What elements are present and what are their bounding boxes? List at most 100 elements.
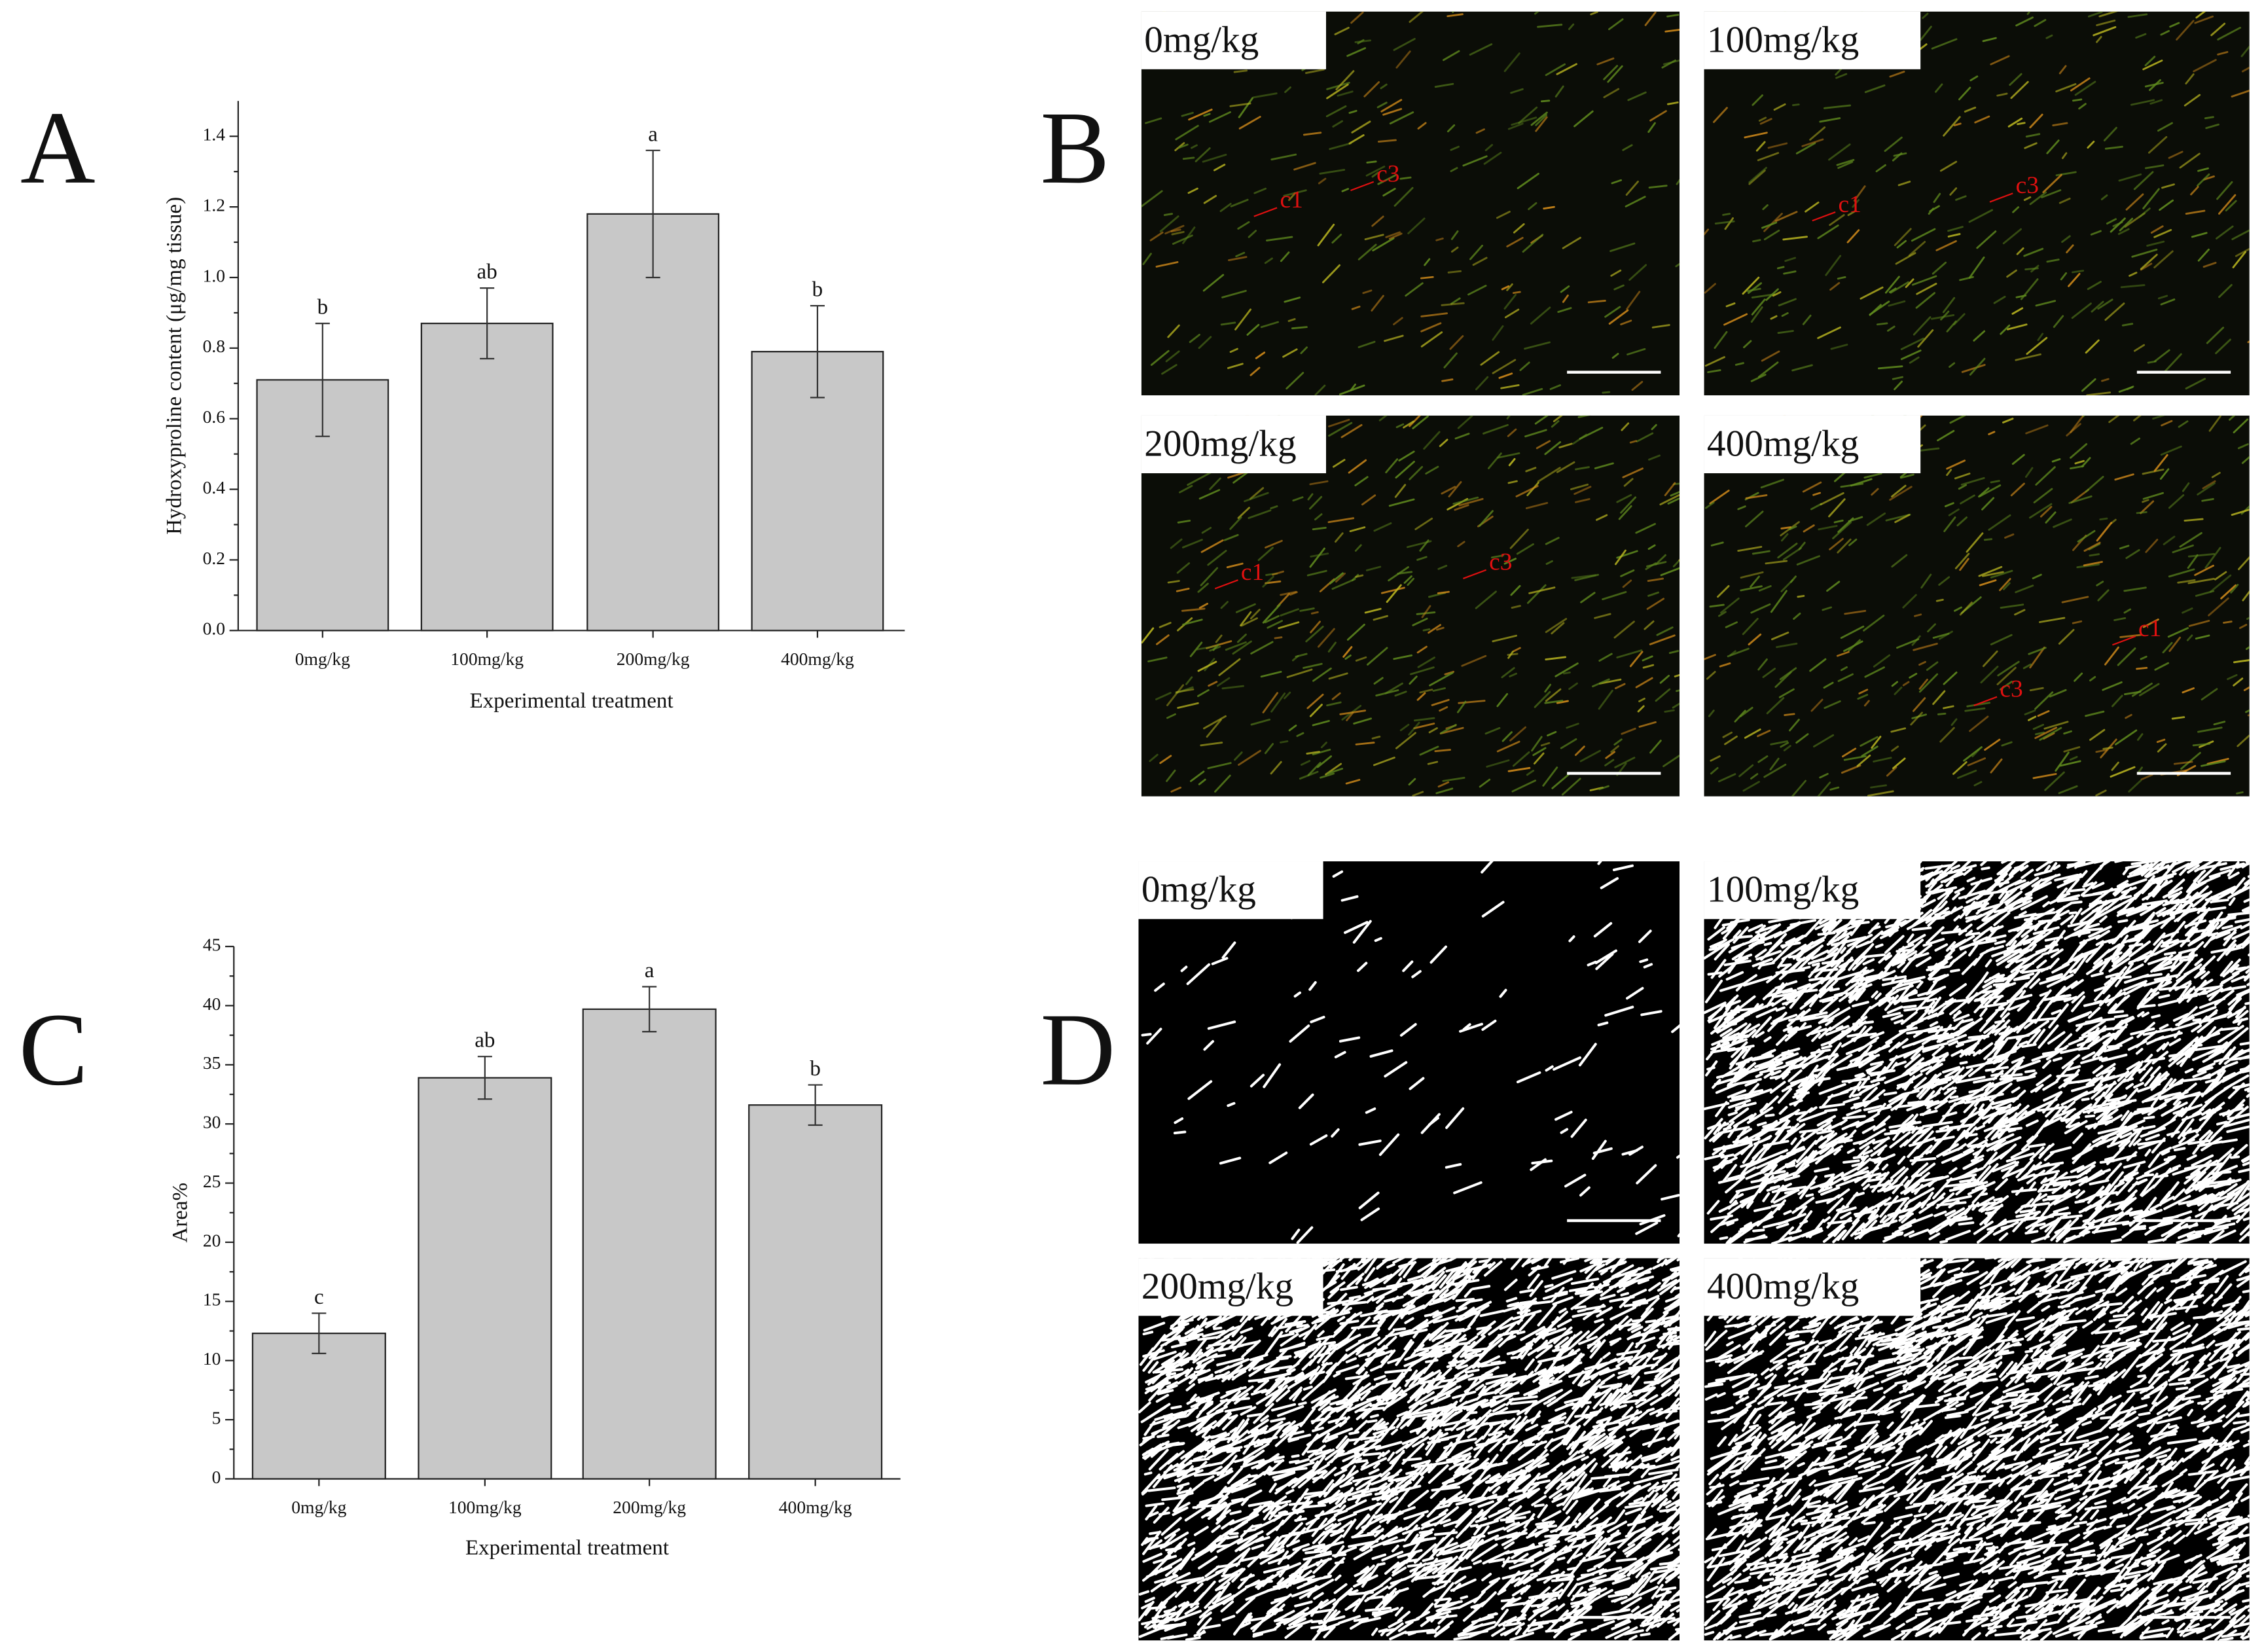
fiber (2149, 980, 2172, 993)
fiber (2013, 1059, 2041, 1071)
fiber (2133, 870, 2146, 874)
fiber (2051, 1009, 2062, 1015)
y-tick-label: 1.4 (203, 124, 226, 145)
fiber (1897, 951, 1906, 959)
fiber (1860, 1226, 1873, 1236)
fiber (2192, 1070, 2207, 1079)
fiber (1857, 1145, 1870, 1158)
fiber (2203, 175, 2215, 181)
fiber (1939, 630, 1953, 640)
fiber (1672, 1535, 1680, 1543)
fiber (2144, 1075, 2155, 1086)
fiber (1959, 1060, 1968, 1065)
fiber (1145, 1505, 1158, 1521)
fiber (2162, 939, 2191, 944)
fiber (1600, 877, 1619, 889)
error-bar (810, 305, 825, 399)
fiber (1894, 380, 1903, 391)
fiber (2159, 199, 2174, 211)
fiber (1228, 256, 1248, 261)
fiber (2091, 1025, 2107, 1041)
fiber (1372, 237, 1395, 252)
fiber (1620, 496, 1637, 514)
fiber (1985, 1204, 2003, 1212)
fiber (1435, 787, 1454, 795)
fiber (1955, 1075, 1986, 1084)
fiber (2172, 1164, 2182, 1170)
fiber (2247, 1187, 2250, 1191)
fiber (2138, 1208, 2163, 1219)
fiber (1869, 1060, 1884, 1066)
fiber (1283, 1611, 1305, 1625)
fiber (1598, 678, 1622, 685)
fiber (1647, 591, 1659, 597)
fiber (1928, 207, 1935, 215)
fiber (1922, 1042, 1949, 1050)
fiber (2060, 272, 2068, 281)
fiber (1450, 145, 1460, 151)
fiber (1915, 956, 1932, 967)
fiber (2025, 1119, 2039, 1127)
fiber (1820, 492, 1844, 506)
fiber (2025, 1218, 2043, 1230)
fiber (2197, 482, 2216, 496)
fiber (1744, 1056, 1753, 1062)
fiber (1763, 1071, 1774, 1079)
fiber (2161, 930, 2180, 939)
fiber (2208, 987, 2223, 1001)
fiber (2125, 1210, 2144, 1215)
fiber (1863, 1105, 1882, 1111)
fiber (2015, 353, 2041, 361)
fiber (1175, 688, 1195, 693)
fiber (1858, 933, 1873, 943)
fiber (1886, 766, 1897, 777)
fiber (1966, 1137, 1979, 1147)
fiber (1879, 1215, 1888, 1223)
fiber (2216, 225, 2234, 240)
fiber (2147, 872, 2177, 883)
fiber (1990, 1139, 2005, 1151)
fiber (1752, 239, 1761, 243)
fiber (1616, 494, 1632, 503)
fiber (1578, 1043, 1597, 1067)
fiber (1704, 654, 1716, 660)
fiber (1635, 1221, 1659, 1235)
fiber (1255, 351, 1266, 359)
fiber (1327, 641, 1337, 653)
fiber (1810, 503, 1822, 511)
fiber (1968, 944, 1979, 957)
fiber (1631, 380, 1644, 391)
fiber (2157, 743, 2167, 753)
fiber (1983, 1151, 1998, 1168)
y-tick-label: 0.6 (203, 406, 225, 427)
fiber (1581, 1456, 1589, 1462)
fiber (2244, 1001, 2250, 1005)
fiber (1664, 482, 1676, 497)
fiber (1762, 1220, 1789, 1229)
fiber (2228, 871, 2240, 880)
fiber (1982, 979, 1996, 989)
fiber (1590, 1626, 1599, 1632)
fiber (1991, 1097, 2019, 1109)
fiber (1744, 132, 1768, 139)
fiber (1155, 261, 1179, 268)
fiber (1349, 526, 1366, 533)
fiber (2204, 1079, 2216, 1084)
fiber (1922, 1091, 1941, 1104)
fiber (2114, 861, 2123, 863)
fiber (1848, 639, 1861, 652)
fiber (2051, 1172, 2068, 1185)
fiber (1147, 1361, 1159, 1374)
fiber (1877, 1068, 1893, 1077)
fiber (2188, 885, 2209, 905)
fiber (1919, 1109, 1938, 1116)
fiber (1858, 689, 1869, 694)
fiber (2092, 1064, 2104, 1074)
fiber (2002, 582, 2011, 590)
fiber (2231, 1198, 2250, 1212)
fiber (1202, 1624, 1221, 1630)
fiber (1777, 1173, 1786, 1178)
fiber (1964, 707, 1986, 712)
annotation: c1 (1839, 191, 1861, 218)
fiber (1672, 558, 1680, 567)
